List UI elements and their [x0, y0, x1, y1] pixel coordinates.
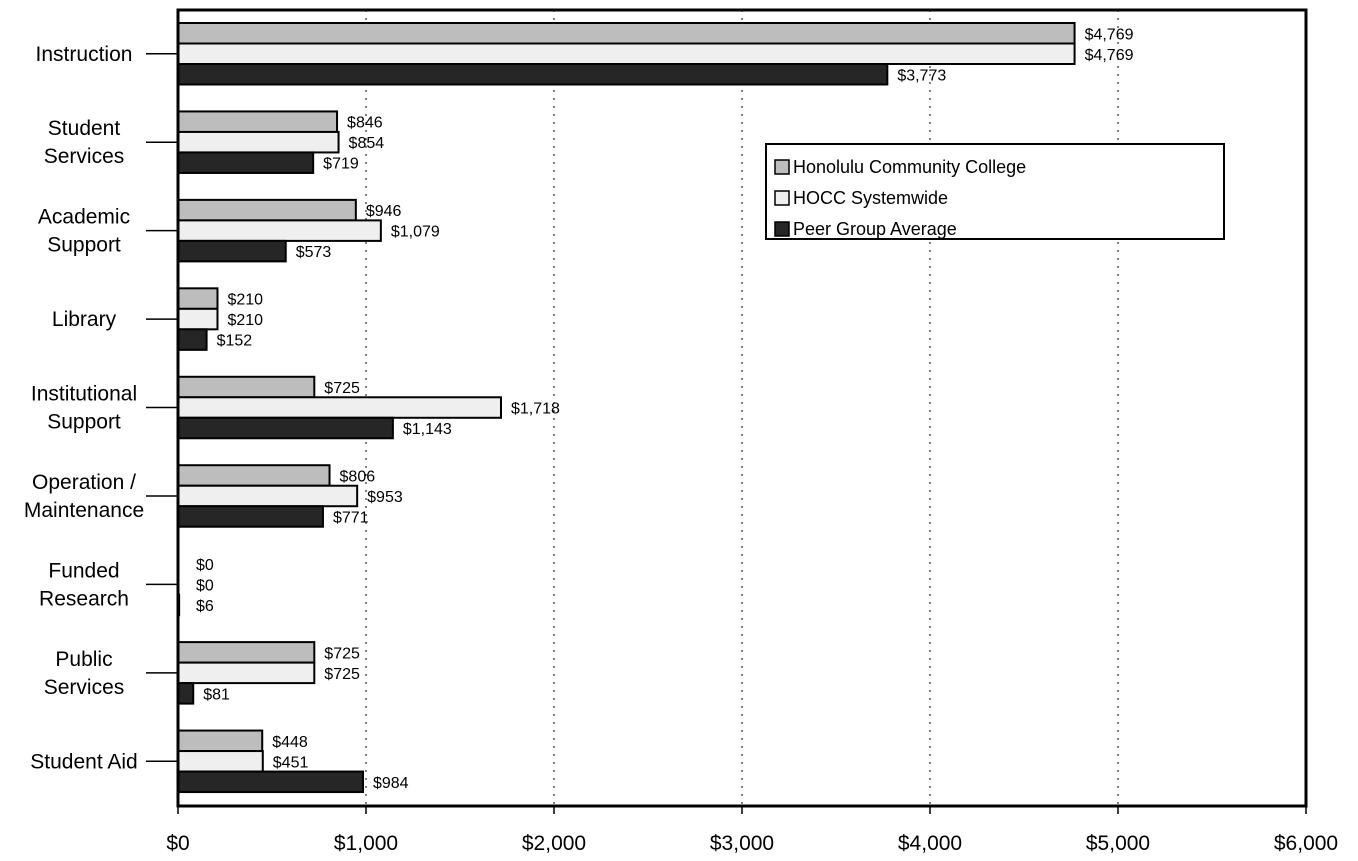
data-label: $4,769 [1085, 47, 1134, 64]
data-label: $1,143 [403, 421, 452, 438]
bar [177, 682, 195, 705]
data-label: $854 [349, 135, 385, 152]
bar [177, 22, 1076, 45]
data-label: $0 [196, 577, 214, 594]
data-label: $771 [333, 509, 369, 526]
x-tick-label: $4,000 [898, 832, 962, 855]
data-label: $719 [323, 156, 359, 173]
category-label: Operation / [32, 471, 136, 494]
data-label: $152 [217, 333, 253, 350]
legend-box [765, 143, 1225, 240]
x-tick-label: $6,000 [1274, 832, 1338, 855]
bar [177, 63, 889, 86]
x-tick-label: $0 [166, 832, 189, 855]
category-labels-layer: Instruction Student Services Academic Suppor… [24, 43, 178, 773]
legend-swatch [774, 190, 790, 206]
bar [177, 484, 359, 508]
data-label: $846 [347, 115, 383, 132]
data-label: $3,773 [897, 67, 946, 84]
category-label: Academic [38, 206, 130, 229]
category-label: Student Aid [30, 750, 137, 773]
value-labels-layer: $4,769 $4,769 $3,773 $846 $854 $719 $946 $1,079… [196, 26, 1134, 792]
data-label: $448 [272, 734, 308, 751]
category-label: Services [44, 145, 125, 168]
legend-swatch [774, 159, 790, 175]
bar [177, 416, 394, 440]
bar [177, 328, 208, 351]
bar [177, 239, 287, 263]
legend-label: HOCC Systemwide [793, 188, 948, 208]
bar [177, 375, 316, 399]
plot-frame [176, 8, 1308, 808]
bar [177, 750, 264, 773]
category-label: Instruction [36, 43, 133, 66]
data-label: $81 [203, 686, 230, 703]
bar [177, 770, 364, 794]
data-label: $725 [324, 645, 360, 662]
category-label: Funded [48, 559, 119, 582]
data-label: $210 [227, 292, 263, 309]
bar [177, 287, 219, 310]
category-label: Institutional [31, 383, 137, 406]
category-label: Services [44, 676, 125, 699]
bar [177, 661, 316, 685]
legend-label: Honolulu Community College [793, 157, 1026, 177]
category-label: Public [55, 648, 112, 671]
legend-swatch [774, 221, 790, 237]
bar [177, 110, 339, 133]
data-label: $984 [373, 775, 409, 792]
category-label: Student [48, 117, 121, 140]
bar [177, 198, 357, 222]
data-label: $210 [227, 312, 263, 329]
data-label: $573 [296, 244, 332, 261]
data-label: $451 [273, 754, 309, 771]
category-label: Support [47, 411, 121, 434]
category-label: Library [52, 308, 117, 331]
x-tick-label: $5,000 [1086, 832, 1150, 855]
bar [177, 151, 315, 174]
bar [177, 729, 264, 753]
category-label: Research [39, 587, 129, 610]
bars-layer [177, 22, 1076, 794]
x-tick-label: $2,000 [522, 832, 586, 855]
data-label: $725 [324, 666, 360, 683]
data-label: $725 [324, 380, 360, 397]
data-label: $4,769 [1085, 26, 1134, 43]
category-label: Support [47, 234, 121, 257]
bar [177, 641, 316, 664]
bar [177, 396, 502, 419]
data-label: $1,718 [511, 401, 560, 418]
bar [177, 219, 382, 242]
bar [177, 130, 340, 154]
x-tick-label: $1,000 [334, 832, 398, 855]
bar [177, 307, 219, 331]
data-label: $953 [367, 489, 403, 506]
data-label: $1,079 [391, 224, 440, 241]
data-label: $0 [196, 557, 214, 574]
data-label: $806 [340, 468, 376, 485]
data-label: $946 [366, 203, 402, 220]
category-label: Maintenance [24, 499, 144, 522]
bar [177, 464, 331, 487]
legend-label: Peer Group Average [793, 219, 957, 239]
bar [177, 42, 1076, 65]
data-label: $6 [196, 598, 214, 615]
legend: Honolulu Community College HOCC Systemwid… [765, 143, 1225, 240]
x-axis: $0 $1,000 $2,000 $3,000 $4,000 $5,000 $6,000 [166, 806, 1338, 855]
bar [177, 505, 324, 528]
x-tick-label: $3,000 [710, 832, 774, 855]
